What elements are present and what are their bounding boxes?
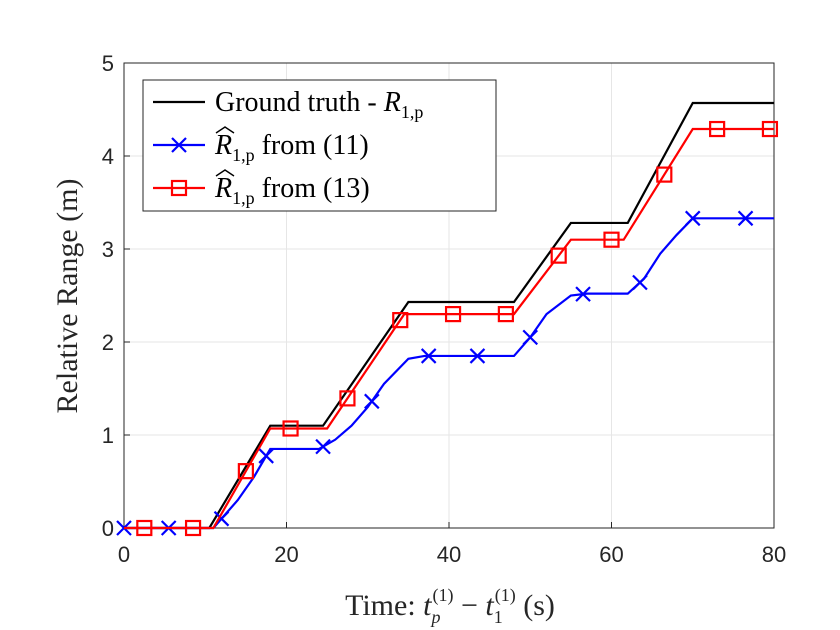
x-tick-label: 80 <box>762 542 786 567</box>
x-marker-stroke <box>258 448 274 464</box>
y-tick-label: 3 <box>102 237 114 262</box>
legend-label-2: R1,p from (13) <box>214 173 370 208</box>
x-tick-label: 40 <box>437 542 461 567</box>
x-marker <box>171 137 187 153</box>
square-marker <box>339 390 356 407</box>
x-marker <box>575 286 591 302</box>
y-tick-label: 1 <box>102 423 114 448</box>
x-axis-label: Time: tp(1) − t1(1) (s) <box>345 585 555 627</box>
x-marker-stroke <box>522 329 539 346</box>
square-marker <box>497 306 514 323</box>
x-marker-stroke <box>171 137 187 153</box>
square-marker <box>656 166 673 183</box>
square-marker <box>170 179 188 197</box>
x-marker-stroke <box>575 286 591 302</box>
x-marker-stroke <box>420 348 437 364</box>
x-marker <box>315 438 331 455</box>
x-marker <box>632 274 648 291</box>
square-marker <box>392 312 409 329</box>
x-marker <box>364 393 380 410</box>
legend: Ground truth - R1,p R1,p from (11) R1,p fr… <box>142 79 497 212</box>
x-marker-stroke <box>469 348 486 364</box>
square-marker <box>761 120 779 138</box>
square-marker <box>136 519 153 537</box>
y-tick-label: 5 <box>102 51 114 76</box>
x-marker <box>522 329 539 346</box>
x-marker <box>420 348 437 364</box>
x-marker-stroke <box>632 274 648 291</box>
x-tick-label: 60 <box>599 542 623 567</box>
square-marker <box>282 420 299 437</box>
x-marker <box>684 210 701 227</box>
x-marker-stroke <box>364 393 380 410</box>
y-axis-label: Relative Range (m) <box>51 179 84 414</box>
x-marker <box>737 210 754 227</box>
x-tick-label: 0 <box>118 542 130 567</box>
square-marker <box>709 120 726 138</box>
square-marker <box>603 231 620 248</box>
y-tick-label: 0 <box>102 516 114 541</box>
square-marker <box>237 463 254 480</box>
x-marker-stroke <box>315 438 331 455</box>
x-marker-stroke <box>684 210 701 227</box>
square-marker <box>184 519 202 537</box>
y-tick-label: 4 <box>102 144 114 169</box>
square-marker <box>550 247 567 264</box>
x-marker <box>258 448 274 464</box>
x-tick-label: 20 <box>274 542 298 567</box>
legend-label-1: R1,p from (11) <box>214 130 369 165</box>
legend-label-0: Ground truth - R1,p <box>215 87 423 122</box>
x-marker <box>469 348 486 364</box>
y-tick-label: 2 <box>102 330 114 355</box>
square-marker <box>444 306 462 323</box>
hat-accent <box>215 126 235 134</box>
x-marker-stroke <box>737 210 754 227</box>
axes-box <box>123 62 775 529</box>
hat-accent <box>215 169 235 177</box>
